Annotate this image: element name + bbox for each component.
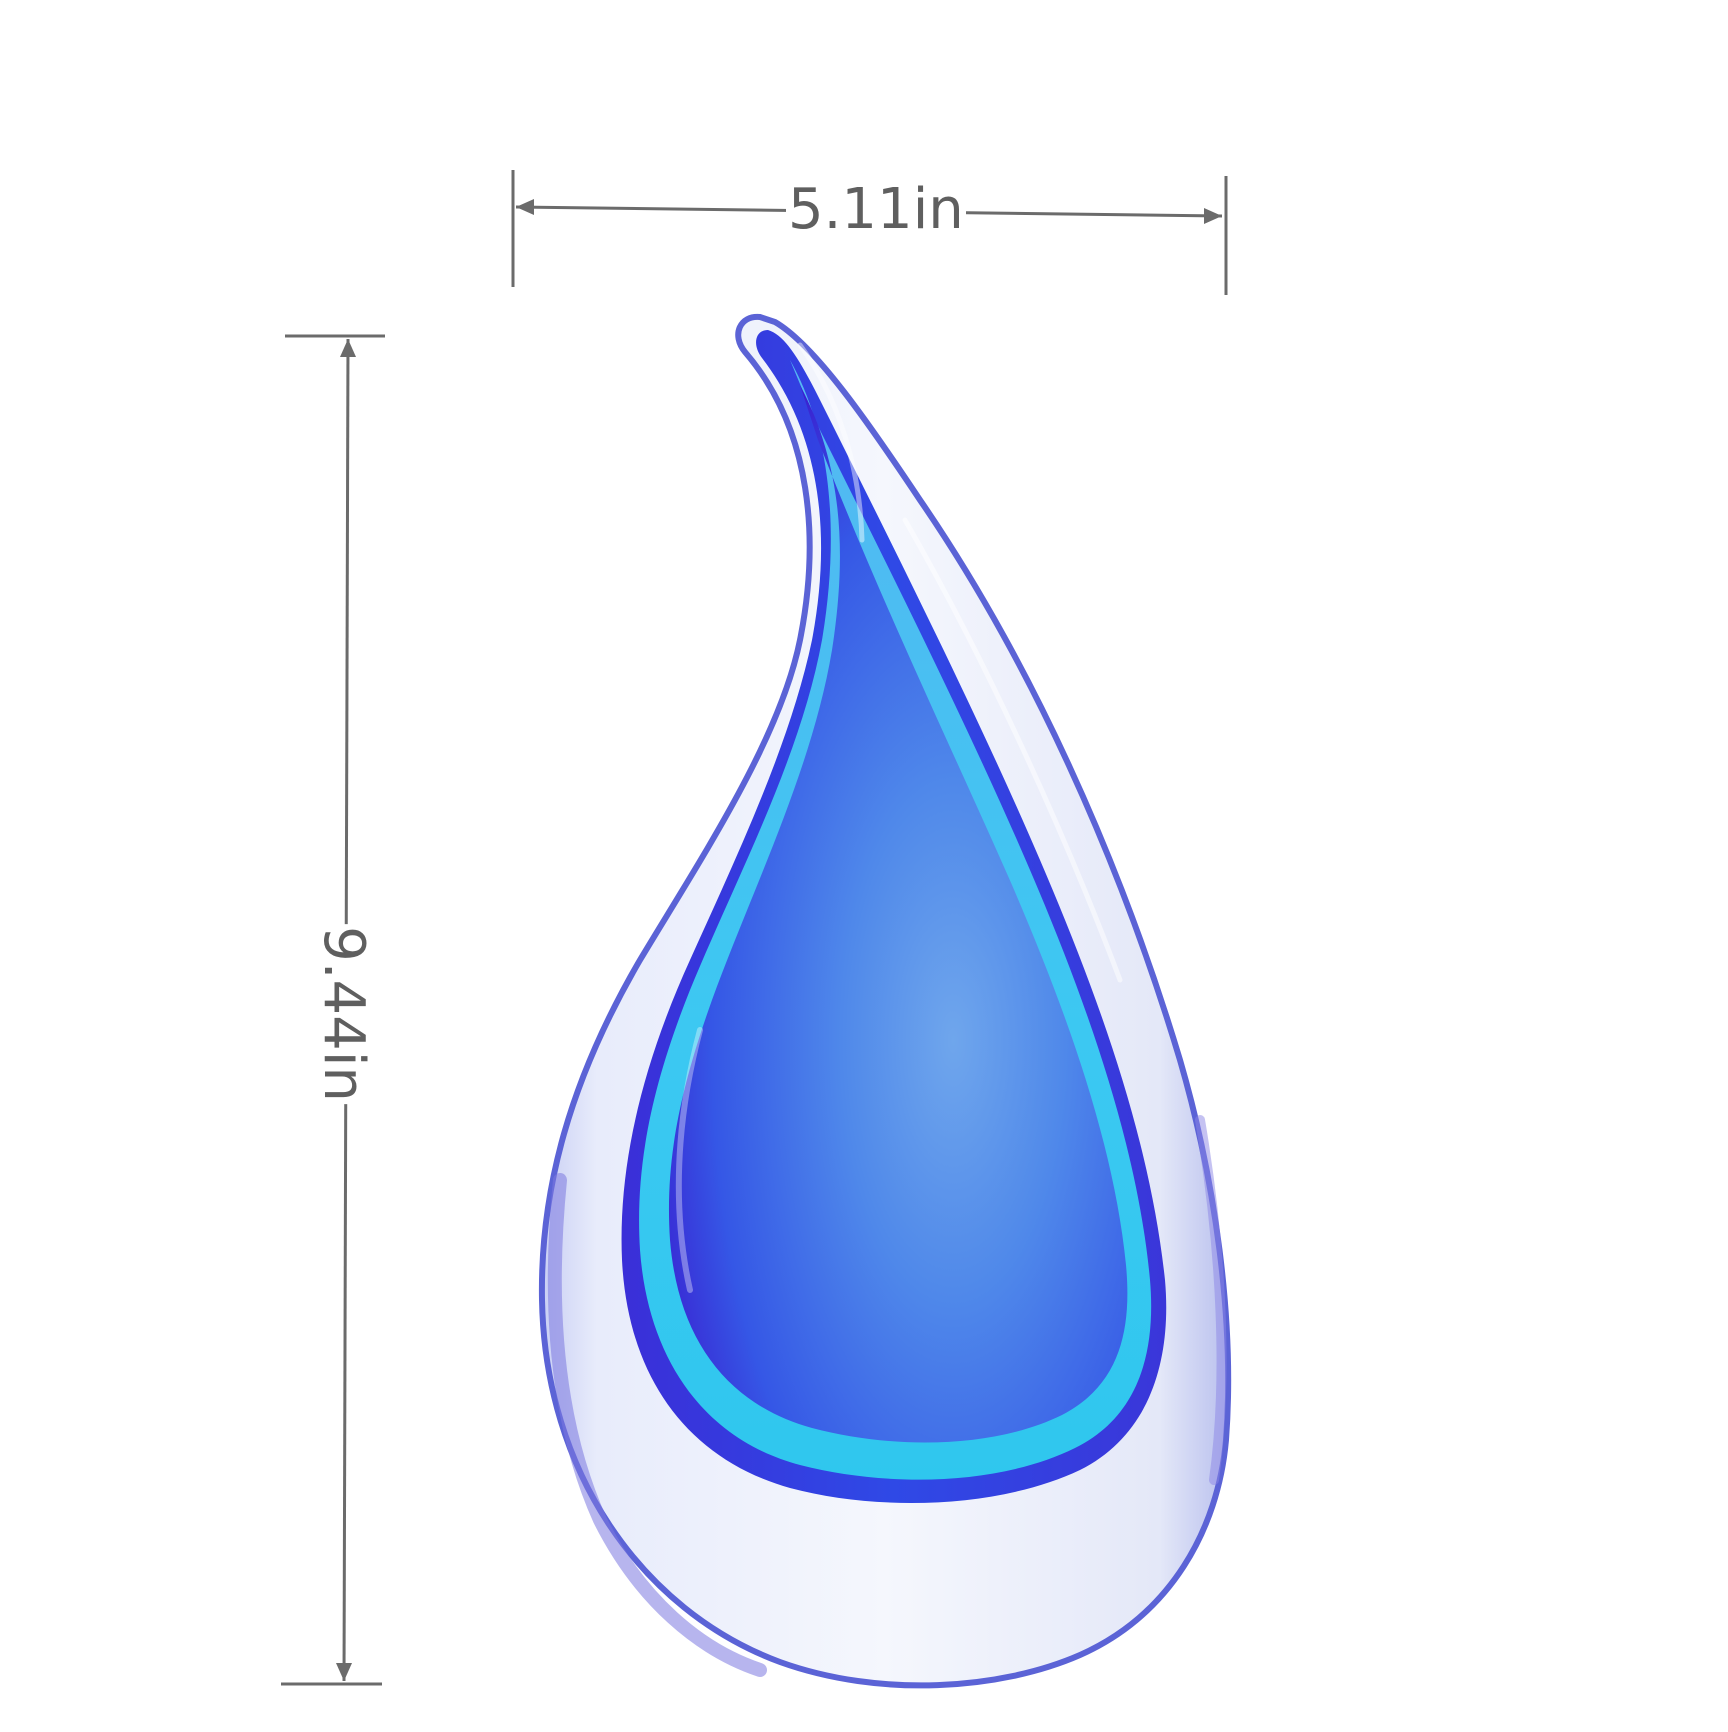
rim-shadow-left xyxy=(547,1173,767,1677)
highlight-left xyxy=(675,1027,703,1293)
height-arrow-bottom-icon xyxy=(336,1663,352,1681)
rim-shadow-right xyxy=(1195,1115,1227,1485)
height-label: 9.44in xyxy=(311,924,376,1104)
highlight-right xyxy=(902,517,1123,983)
highlight-top xyxy=(797,342,865,543)
width-arrow-left-icon xyxy=(516,199,534,215)
width-label: 5.11in xyxy=(786,177,966,242)
width-arrow-right-icon xyxy=(1204,208,1222,224)
inner-blue-core xyxy=(668,385,1128,1443)
height-arrow-top-icon xyxy=(340,339,356,357)
